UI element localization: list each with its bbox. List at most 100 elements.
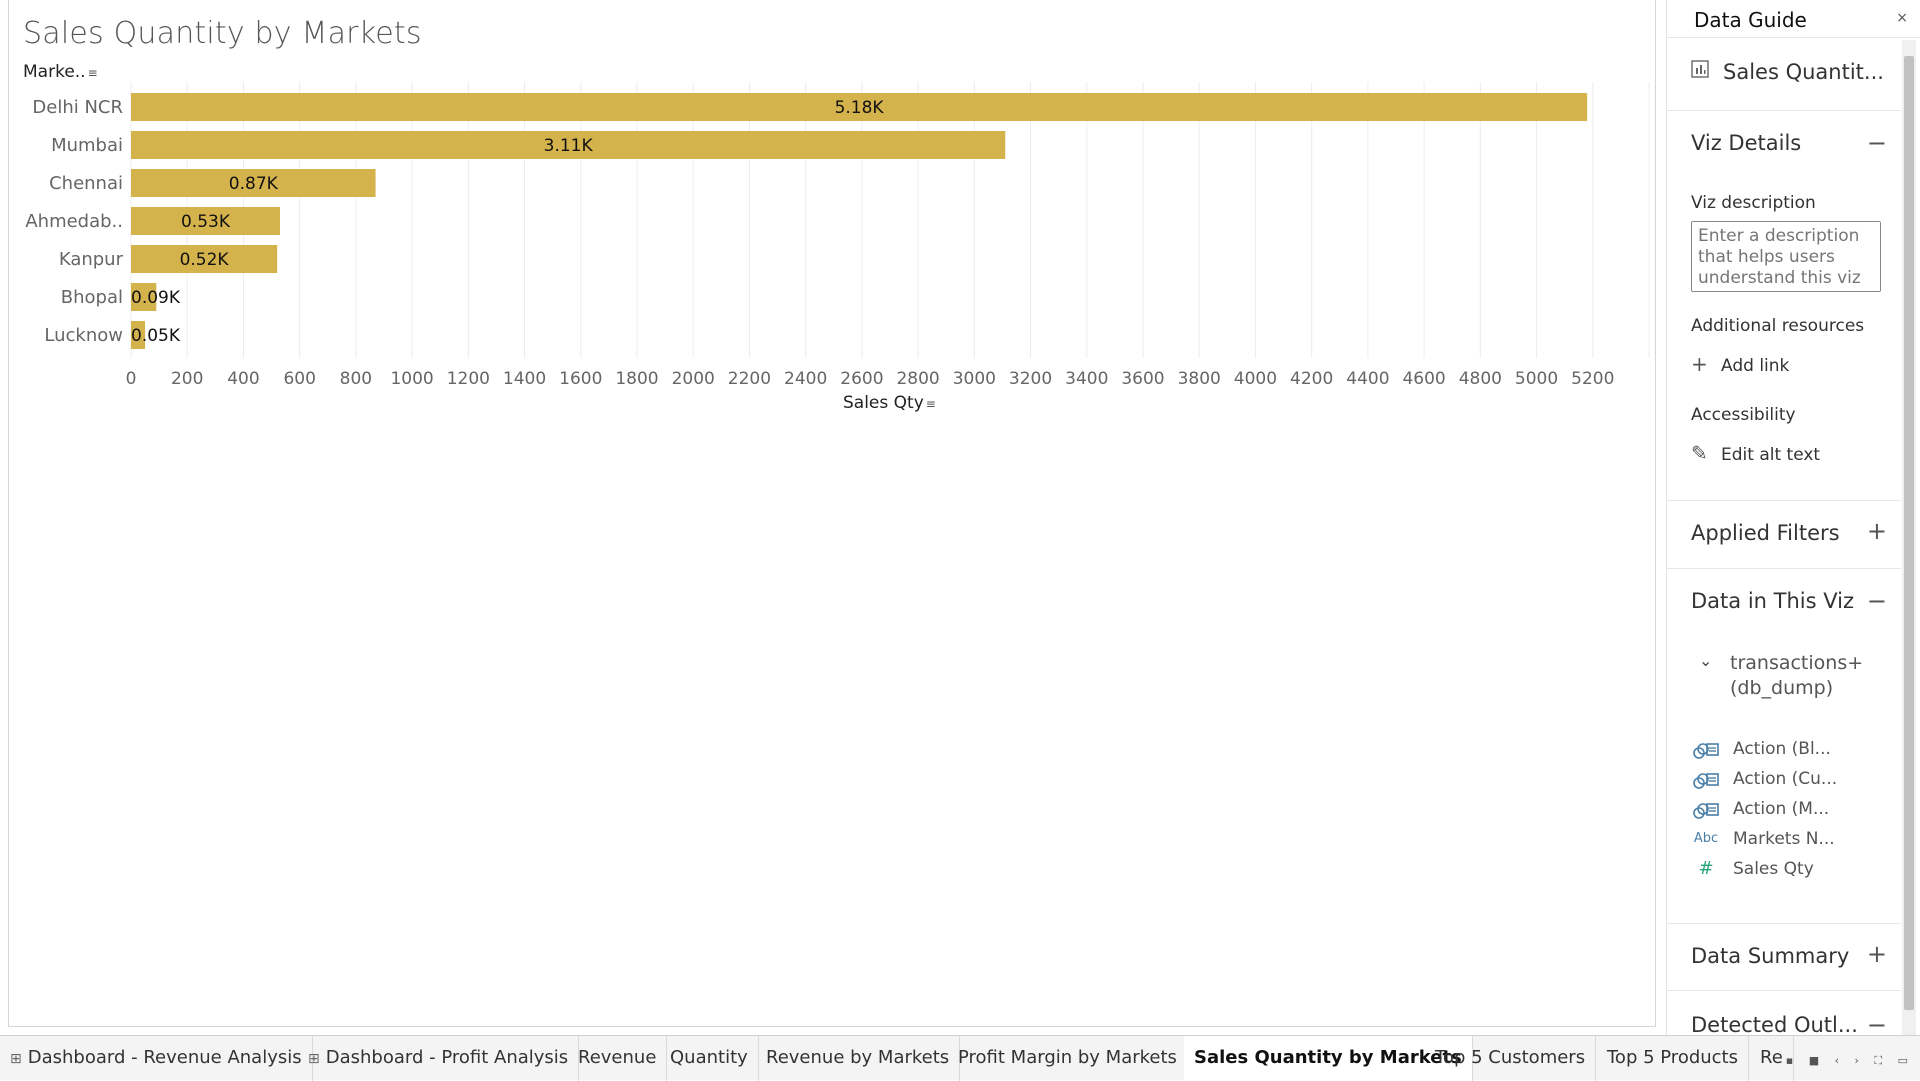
string-type-icon: Abc — [1693, 831, 1719, 846]
collapse-icon[interactable]: − — [1866, 1011, 1887, 1039]
field-item[interactable]: Action (Bl... — [1693, 739, 1831, 763]
x-tick-label: 800 — [340, 369, 372, 389]
bar[interactable] — [131, 321, 146, 349]
bar[interactable] — [131, 131, 1006, 159]
sheet-tab[interactable]: Quantity — [660, 1036, 759, 1081]
sheet-tab[interactable]: ⊞ Dashboard - Profit Analysis — [298, 1036, 580, 1081]
sheet-tab-label: Profit Margin by Markets — [958, 1047, 1177, 1068]
viz-frame: Sales Quantity by Markets Marke.. ≡ Delhi… — [8, 0, 1656, 1027]
sort-icon[interactable]: ≡ — [925, 397, 936, 411]
sheet-section: Sales Quantit... — [1667, 38, 1901, 111]
edit-alt-text-label: Edit alt text — [1721, 445, 1821, 465]
field-name: Action (Cu... — [1733, 769, 1838, 789]
data-guide-header: Data Guide × — [1667, 0, 1920, 38]
action-set-icon — [1691, 741, 1721, 765]
dashboard-icon: ⊞ — [10, 1051, 22, 1067]
sheet-tab-label: Dashboard - Revenue Analysis — [27, 1047, 302, 1068]
tab-navigation-controls[interactable]: ▪ ■ ‹ › ⛶ ▭ — [1785, 1054, 1914, 1067]
sheet-tab-label: Revenue — [578, 1047, 657, 1068]
chevron-down-icon[interactable]: ⌄ — [1699, 651, 1713, 670]
bar[interactable] — [131, 283, 157, 311]
data-in-viz-section: Data in This Viz − ⌄ transactions+ (db_d… — [1667, 569, 1901, 924]
category-label: Kanpur — [59, 249, 124, 270]
x-tick-label: 1000 — [390, 369, 433, 389]
edit-alt-text-button[interactable]: ✎ Edit alt text — [1691, 441, 1820, 465]
add-link-button[interactable]: + Add link — [1691, 352, 1789, 376]
x-tick-label: 2200 — [728, 369, 771, 389]
x-tick-label: 0 — [126, 369, 137, 389]
sheet-tab[interactable]: Re — [1750, 1036, 1794, 1081]
x-tick-label: 2600 — [840, 369, 883, 389]
x-tick-label: 5200 — [1571, 369, 1614, 389]
field-item[interactable]: # Sales Qty — [1698, 858, 1814, 883]
field-name: Sales Qty — [1733, 859, 1814, 879]
additional-resources-label: Additional resources — [1691, 316, 1865, 336]
sheet-tab[interactable]: Revenue by Markets — [756, 1036, 961, 1081]
close-icon[interactable]: × — [1896, 10, 1908, 26]
data-guide-title: Data Guide — [1694, 8, 1807, 32]
sheet-tab[interactable]: ⊞ Dashboard - Revenue Analysis — [0, 1036, 313, 1081]
field-item[interactable]: Action (M... — [1693, 799, 1829, 823]
category-label: Delhi NCR — [32, 97, 123, 118]
guide-scrollbar-thumb[interactable] — [1904, 56, 1914, 1010]
data-label: 0.52K — [180, 250, 230, 270]
accessibility-label: Accessibility — [1691, 405, 1796, 425]
bar[interactable] — [131, 245, 278, 273]
sheet-name[interactable]: Sales Quantit... — [1723, 60, 1884, 84]
x-tick-label: 4200 — [1290, 369, 1333, 389]
sheet-chart-icon — [1691, 60, 1709, 82]
x-tick-label: 2000 — [672, 369, 715, 389]
field-item[interactable]: Abc Markets N... — [1694, 829, 1835, 853]
sheet-tab-label: Top 5 Customers — [1435, 1047, 1586, 1068]
data-in-viz-heading[interactable]: Data in This Viz — [1691, 589, 1854, 613]
viz-title: Sales Quantity by Markets — [23, 16, 422, 51]
viz-description-input[interactable] — [1691, 221, 1881, 292]
x-axis-title[interactable]: Sales Qty ≡ — [843, 393, 936, 413]
x-tick-label: 3600 — [1121, 369, 1164, 389]
sheet-tab-label: Revenue by Markets — [766, 1047, 950, 1068]
sheet-tab[interactable]: Sales Quantity by Markets — [1184, 1036, 1473, 1081]
x-tick-label: 4600 — [1402, 369, 1445, 389]
x-tick-label: 1600 — [559, 369, 602, 389]
applied-filters-section: Applied Filters + — [1667, 501, 1901, 569]
data-label: 0.87K — [229, 174, 279, 194]
field-item[interactable]: Action (Cu... — [1693, 769, 1838, 793]
field-name: Markets N... — [1733, 829, 1835, 849]
sheet-tab-label: Quantity — [670, 1047, 748, 1068]
dashboard-icon: ⊞ — [308, 1051, 320, 1067]
viz-details-heading[interactable]: Viz Details — [1691, 131, 1802, 155]
expand-icon[interactable]: + — [1866, 517, 1887, 545]
data-summary-heading[interactable]: Data Summary — [1691, 944, 1850, 968]
collapse-icon[interactable]: − — [1866, 587, 1887, 615]
data-label: 0.53K — [181, 212, 231, 232]
action-set-icon — [1691, 801, 1721, 825]
sheet-tab[interactable]: Top 5 Customers — [1425, 1036, 1597, 1081]
datasource-name[interactable]: transactions+ (db_dump) — [1730, 652, 1864, 699]
sheet-tab[interactable]: Profit Margin by Markets — [948, 1036, 1188, 1081]
category-label: Bhopal — [61, 287, 123, 308]
collapse-icon[interactable]: − — [1866, 129, 1887, 157]
data-label: 0.05K — [131, 326, 181, 346]
sort-descending-icon[interactable]: ≡ — [87, 66, 98, 80]
data-label: 3.11K — [544, 136, 594, 156]
x-tick-label: 4800 — [1459, 369, 1502, 389]
row-header-markets[interactable]: Marke.. ≡ — [23, 62, 98, 82]
sheet-tab[interactable]: Top 5 Products — [1597, 1036, 1749, 1081]
x-tick-label: 3000 — [953, 369, 996, 389]
viz-description-label: Viz description — [1691, 193, 1816, 213]
applied-filters-heading[interactable]: Applied Filters — [1691, 521, 1840, 545]
bar[interactable] — [131, 207, 280, 235]
sheet-tab[interactable]: Revenue — [568, 1036, 668, 1081]
pencil-icon: ✎ — [1691, 441, 1708, 465]
sheet-tab-label: Re — [1760, 1047, 1783, 1068]
bar[interactable] — [131, 93, 1588, 121]
expand-icon[interactable]: + — [1866, 940, 1887, 968]
category-label: Mumbai — [51, 135, 123, 156]
viz-details-section: Viz Details − Viz description Additional… — [1667, 111, 1901, 501]
bar[interactable] — [131, 169, 376, 197]
detected-outliers-heading[interactable]: Detected Outl... — [1691, 1013, 1858, 1037]
data-summary-section: Data Summary + — [1667, 924, 1901, 991]
category-label: Lucknow — [44, 325, 123, 346]
category-label: Ahmedab.. — [25, 211, 123, 232]
x-tick-label: 1400 — [503, 369, 546, 389]
